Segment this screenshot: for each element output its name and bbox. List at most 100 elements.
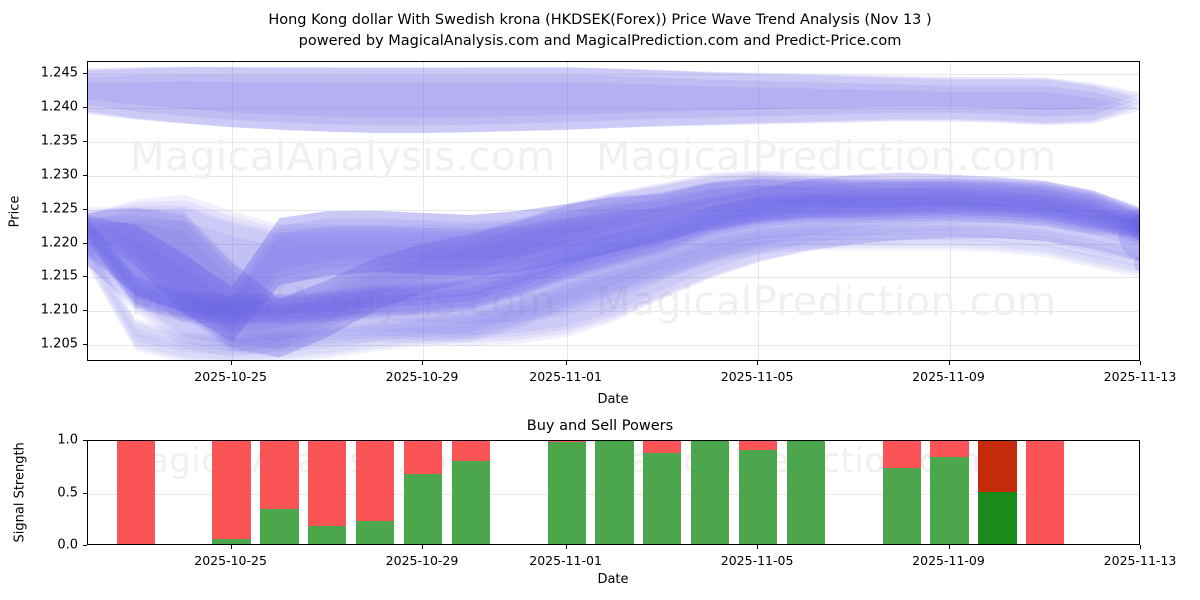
wave-band-cap-upper-resistance-band bbox=[1138, 99, 1139, 104]
signal-bar[interactable] bbox=[930, 441, 969, 544]
signal-bar[interactable] bbox=[260, 441, 299, 544]
wave-band-upper-resistance-band-layer-3 bbox=[88, 67, 1139, 126]
bar-segment-buy bbox=[356, 520, 395, 544]
title-line-primary: Hong Kong dollar With Swedish krona (HKD… bbox=[268, 12, 932, 28]
signal-bar[interactable] bbox=[595, 441, 634, 544]
wave-band-core-dense-band-layer-2 bbox=[88, 199, 1139, 320]
bar-segment-sell bbox=[356, 441, 395, 521]
signal-y-axis-label: Signal Strength bbox=[12, 442, 28, 543]
wave-band-upper-resistance-band-layer-2 bbox=[88, 67, 1139, 134]
price-ytick-mark-6 bbox=[83, 140, 87, 142]
signal-bar[interactable] bbox=[356, 441, 395, 544]
signal-bar[interactable] bbox=[116, 441, 155, 544]
price-xtick-mark-1 bbox=[422, 361, 423, 365]
price-wave-bands bbox=[88, 66, 1139, 360]
signal-plot-title: Buy and Sell Powers bbox=[526, 418, 674, 434]
wave-band-core-dense-band-layer-3 bbox=[88, 196, 1139, 315]
price-ytick-label-5: 1.230 bbox=[40, 167, 78, 183]
signal-xtick-mark-5 bbox=[1140, 545, 1141, 549]
price-gridline-h-7 bbox=[88, 108, 1139, 109]
signal-xtick-label-2: 2025-11-01 bbox=[529, 553, 602, 568]
price-ytick-mark-8 bbox=[83, 73, 87, 75]
wave-band-diagonal-crossing-band-layer-3 bbox=[88, 172, 1139, 350]
price-xtick-mark-5 bbox=[1140, 361, 1141, 365]
signal-ytick-mark-1 bbox=[83, 492, 87, 494]
price-gridline-v-2 bbox=[566, 62, 568, 360]
price-gridline-h-8 bbox=[88, 74, 1139, 76]
bar-segment-buy bbox=[691, 441, 730, 544]
signal-ytick-label-2: 1.0 bbox=[57, 432, 78, 448]
signal-xtick-label-0: 2025-10-25 bbox=[194, 553, 267, 568]
price-xtick-mark-0 bbox=[230, 361, 232, 365]
price-ytick-mark-0 bbox=[83, 344, 87, 346]
page-title: Hong Kong dollar With Swedish krona (HKD… bbox=[0, 10, 1200, 52]
signal-xtick-mark-2 bbox=[565, 545, 567, 549]
wave-band-diagonal-crossing-band-layer-1 bbox=[88, 179, 1139, 358]
signal-x-axis-label: Date bbox=[597, 572, 629, 587]
wave-band-core-dense-band-layer-0 bbox=[88, 209, 1139, 325]
signal-bar[interactable] bbox=[786, 441, 826, 544]
price-ytick-label-8: 1.245 bbox=[40, 65, 78, 81]
signal-bar[interactable] bbox=[978, 441, 1017, 544]
bar-segment-sell bbox=[547, 441, 586, 443]
bar-segment-buy bbox=[595, 441, 634, 544]
wave-band-cap-lower-shadow-band bbox=[1134, 256, 1139, 272]
signal-bar[interactable] bbox=[1026, 441, 1065, 544]
wave-band-mid-trend-band-layer-0 bbox=[88, 191, 1139, 343]
signal-bar[interactable] bbox=[212, 441, 251, 544]
signal-bar[interactable] bbox=[882, 441, 921, 544]
signal-ytick-label-0: 0.0 bbox=[57, 537, 78, 553]
price-gridline-h-0 bbox=[88, 345, 1139, 347]
price-gridline-h-3 bbox=[88, 243, 1139, 245]
bar-segment-sell bbox=[978, 441, 1017, 492]
bar-segment-sell bbox=[930, 441, 969, 457]
wave-band-core-dense-band-layer-4 bbox=[88, 194, 1139, 310]
price-gridline-v-0 bbox=[231, 62, 233, 360]
wave-band-cap-wide-envelope-band bbox=[1118, 208, 1139, 261]
wave-band-mid-trend-band-layer-3 bbox=[88, 177, 1139, 335]
price-ytick-label-1: 1.210 bbox=[40, 302, 78, 318]
wave-band-lower-shadow-band-layer-1 bbox=[88, 233, 1139, 360]
bar-segment-buy bbox=[738, 449, 778, 544]
bar-segment-sell bbox=[882, 441, 921, 469]
bar-segment-buy bbox=[547, 442, 586, 544]
wave-band-cap-mid-trend-band bbox=[1129, 213, 1139, 240]
signal-bar[interactable] bbox=[643, 441, 682, 544]
signal-xtick-label-5: 2025-11-13 bbox=[1103, 553, 1177, 568]
signal-bar[interactable] bbox=[451, 441, 491, 544]
price-ytick-mark-5 bbox=[83, 174, 87, 176]
bar-segment-buy bbox=[260, 509, 299, 544]
bar-segment-buy bbox=[308, 526, 347, 544]
price-xtick-mark-3 bbox=[757, 361, 759, 365]
bar-segment-buy bbox=[882, 468, 921, 544]
price-gridline-h-5 bbox=[88, 175, 1139, 177]
price-gridline-h-1 bbox=[88, 311, 1139, 313]
signal-ytick-mark-0 bbox=[83, 545, 87, 546]
signal-bar[interactable] bbox=[403, 441, 443, 544]
signal-bar[interactable] bbox=[547, 441, 586, 544]
price-ytick-label-0: 1.205 bbox=[40, 336, 78, 352]
price-xtick-label-1: 2025-10-29 bbox=[385, 369, 459, 384]
bar-segment-buy bbox=[930, 456, 969, 544]
signal-bars-layer bbox=[88, 441, 1139, 544]
signal-bar[interactable] bbox=[308, 441, 347, 544]
wave-band-mid-trend-band-layer-1 bbox=[88, 185, 1139, 343]
bar-segment-buy bbox=[451, 461, 491, 544]
wave-band-wide-envelope-band-layer-1 bbox=[88, 180, 1139, 353]
price-xtick-label-5: 2025-11-13 bbox=[1103, 369, 1177, 384]
price-ytick-mark-3 bbox=[83, 242, 87, 244]
bar-segment-sell bbox=[1026, 441, 1065, 544]
price-wave-plot: MagicalAnalysis.com MagicalPrediction.co… bbox=[87, 61, 1140, 361]
signal-bar[interactable] bbox=[738, 441, 778, 544]
wave-band-core-dense-band-layer-1 bbox=[88, 204, 1139, 322]
wave-band-cap-core-dense-band bbox=[1135, 218, 1139, 231]
bar-segment-sell bbox=[643, 441, 682, 453]
wave-band-diagonal-crossing-band-layer-4 bbox=[88, 170, 1139, 343]
wave-band-wide-envelope-band-layer-3 bbox=[88, 172, 1139, 345]
signal-bar[interactable] bbox=[691, 441, 730, 544]
wave-band-cap-diagonal-crossing-band bbox=[1132, 215, 1139, 236]
bar-segment-sell bbox=[116, 441, 155, 544]
wave-band-lower-shadow-band-layer-2 bbox=[88, 228, 1139, 360]
buy-sell-powers-plot: MagicalAnalysis.com MagicalPrediction.co… bbox=[87, 440, 1140, 545]
bar-segment-buy bbox=[978, 491, 1017, 544]
